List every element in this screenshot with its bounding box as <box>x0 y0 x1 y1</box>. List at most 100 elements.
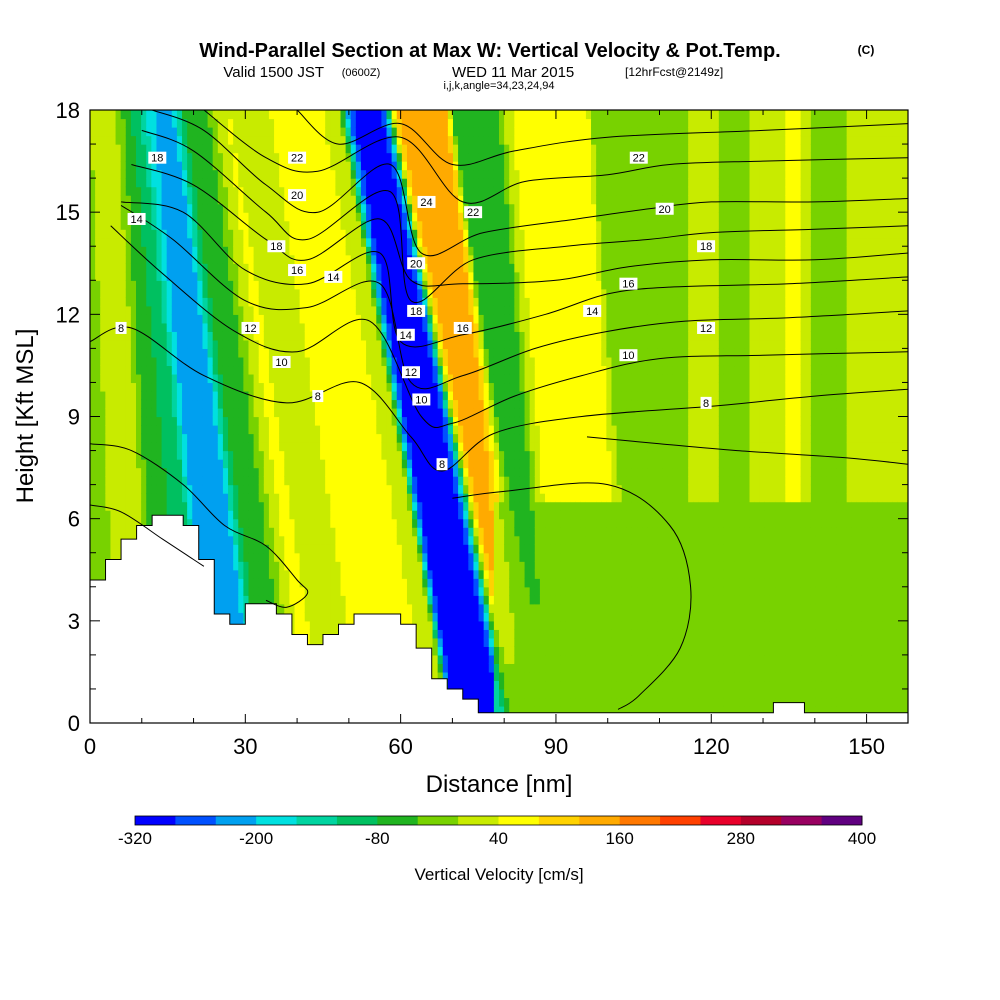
velocity-cell <box>335 254 342 264</box>
velocity-cell <box>268 314 275 324</box>
velocity-cell <box>105 365 112 375</box>
velocity-cell <box>386 433 393 443</box>
velocity-cell <box>396 254 403 264</box>
velocity-cell <box>406 399 413 409</box>
velocity-cell <box>222 535 229 545</box>
velocity-cell <box>279 229 285 239</box>
velocity-cell <box>366 552 372 562</box>
velocity-cell <box>258 527 265 537</box>
velocity-cell <box>432 407 439 418</box>
velocity-cell <box>110 271 117 281</box>
velocity-cell <box>197 322 204 332</box>
velocity-cell <box>417 135 423 145</box>
velocity-cell <box>130 348 137 358</box>
velocity-cell <box>427 356 434 367</box>
velocity-cell <box>417 552 423 562</box>
velocity-cell <box>156 246 163 256</box>
velocity-cell <box>258 433 265 443</box>
velocity-cell <box>146 280 152 290</box>
velocity-cell <box>95 331 101 341</box>
velocity-cell <box>299 280 306 290</box>
velocity-cell <box>222 493 229 503</box>
velocity-cell <box>176 271 183 281</box>
velocity-cell <box>335 603 342 613</box>
velocity-cell <box>330 399 336 409</box>
velocity-cell <box>212 297 219 307</box>
velocity-cell <box>166 433 173 443</box>
velocity-cell <box>406 561 413 571</box>
velocity-cell <box>437 127 444 137</box>
velocity-cell <box>279 280 285 290</box>
velocity-cell <box>422 501 429 511</box>
velocity-cell <box>396 561 403 571</box>
velocity-cell <box>171 382 178 392</box>
velocity-cell <box>437 518 444 528</box>
velocity-cell <box>437 433 444 443</box>
velocity-cell <box>386 390 393 401</box>
velocity-cell <box>376 442 383 452</box>
velocity-cell <box>105 178 112 188</box>
velocity-cell <box>182 433 188 443</box>
velocity-cell <box>432 552 439 562</box>
velocity-cell <box>314 322 321 332</box>
velocity-cell <box>274 578 280 588</box>
velocity-cell <box>110 399 117 409</box>
velocity-cell <box>279 195 285 205</box>
velocity-cell <box>432 467 439 477</box>
velocity-cell <box>360 331 367 341</box>
velocity-cell <box>279 407 285 418</box>
velocity-cell <box>427 433 434 443</box>
velocity-cell <box>95 544 101 554</box>
velocity-cell <box>120 442 127 452</box>
velocity-cell <box>391 144 398 154</box>
velocity-cell <box>217 390 224 401</box>
velocity-cell <box>366 237 372 247</box>
velocity-cell <box>330 237 336 247</box>
velocity-cell <box>427 620 434 630</box>
velocity-cell <box>115 263 122 273</box>
velocity-cell <box>371 442 377 452</box>
velocity-cell <box>304 203 311 213</box>
velocity-cell <box>401 561 408 571</box>
velocity-cell <box>120 450 127 460</box>
velocity-cell <box>325 246 331 256</box>
velocity-cell <box>258 237 265 247</box>
velocity-cell <box>115 433 122 443</box>
velocity-cell <box>248 450 255 460</box>
velocity-cell <box>253 373 260 384</box>
velocity-cell <box>166 135 173 145</box>
velocity-cell <box>320 186 326 196</box>
velocity-cell <box>156 186 163 196</box>
velocity-cell <box>125 390 132 401</box>
velocity-cell <box>238 527 244 537</box>
velocity-cell <box>401 263 408 273</box>
velocity-cell <box>95 552 101 562</box>
velocity-cell <box>125 169 132 179</box>
velocity-cell <box>253 280 260 290</box>
velocity-cell <box>222 501 229 511</box>
velocity-cell <box>396 305 403 315</box>
velocity-cell <box>228 552 234 562</box>
velocity-cell <box>330 407 336 418</box>
velocity-cell <box>248 331 255 341</box>
velocity-cell <box>182 186 188 196</box>
velocity-cell <box>325 152 331 162</box>
velocity-cell <box>437 246 444 256</box>
velocity-cell <box>314 178 321 188</box>
velocity-cell <box>130 339 137 349</box>
velocity-cell <box>309 476 316 486</box>
velocity-cell <box>335 263 342 273</box>
velocity-cell <box>120 527 127 537</box>
velocity-cell <box>95 322 101 332</box>
velocity-cell <box>355 552 362 562</box>
velocity-cell <box>391 459 398 469</box>
velocity-cell <box>110 373 117 384</box>
velocity-cell <box>268 586 275 596</box>
velocity-cell <box>345 595 352 605</box>
velocity-cell <box>207 135 214 145</box>
velocity-cell <box>391 178 398 188</box>
velocity-cell <box>192 144 198 154</box>
velocity-cell <box>350 425 357 435</box>
velocity-cell <box>274 169 280 179</box>
velocity-cell <box>202 229 209 239</box>
